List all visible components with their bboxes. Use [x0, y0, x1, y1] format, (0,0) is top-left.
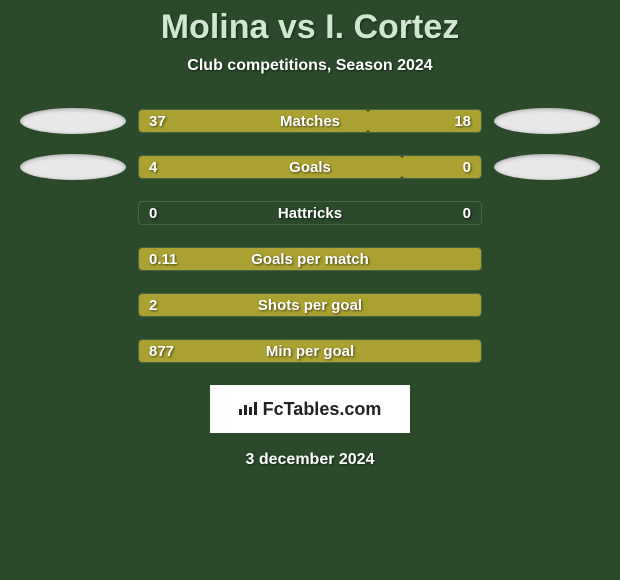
- avatar-slot-right: [482, 154, 612, 180]
- bar-right: [402, 156, 481, 178]
- stat-row: Goals40: [0, 155, 620, 179]
- bar-left: [139, 110, 368, 132]
- stat-row: Goals per match0.11: [0, 247, 620, 271]
- player1-avatar: [20, 108, 126, 134]
- stat-row: Min per goal877: [0, 339, 620, 363]
- stat-row: Hattricks0 0: [0, 201, 620, 225]
- stat-value-right: 0: [463, 202, 471, 224]
- stat-bar: Hattricks0 0: [138, 201, 482, 225]
- subtitle: Club competitions, Season 2024: [0, 57, 620, 75]
- stat-label: Hattricks: [139, 202, 481, 224]
- bar-left: [139, 340, 481, 362]
- player2-name: I. Cortez: [325, 8, 459, 46]
- vs-text: vs: [278, 8, 316, 46]
- brand-text: FcTables.com: [263, 399, 382, 420]
- date-text: 3 december 2024: [0, 451, 620, 469]
- stat-bar: Shots per goal2: [138, 293, 482, 317]
- stat-bar: Matches3718: [138, 109, 482, 133]
- avatar-slot-left: [8, 154, 138, 180]
- stat-bar: Min per goal877: [138, 339, 482, 363]
- stat-bar: Goals40: [138, 155, 482, 179]
- player2-avatar: [494, 108, 600, 134]
- bar-left: [139, 248, 481, 270]
- comparison-infographic: Molina vs I. Cortez Club competitions, S…: [0, 0, 620, 469]
- player1-avatar: [20, 154, 126, 180]
- stat-bar: Goals per match0.11: [138, 247, 482, 271]
- player2-avatar: [494, 154, 600, 180]
- avatar-slot-left: [8, 108, 138, 134]
- brand-logo: FcTables.com: [210, 385, 410, 433]
- avatar-slot-right: [482, 108, 612, 134]
- chart-icon: [239, 401, 257, 418]
- stat-row: Matches3718: [0, 109, 620, 133]
- bar-left: [139, 294, 481, 316]
- stat-value-left: 0: [149, 202, 157, 224]
- stat-rows: Matches3718 Goals40 Hattricks0 0 Goals per m…: [0, 109, 620, 363]
- page-title: Molina vs I. Cortez: [0, 8, 620, 47]
- bar-right: [368, 110, 481, 132]
- stat-row: Shots per goal2: [0, 293, 620, 317]
- bar-left: [139, 156, 402, 178]
- player1-name: Molina: [161, 8, 269, 46]
